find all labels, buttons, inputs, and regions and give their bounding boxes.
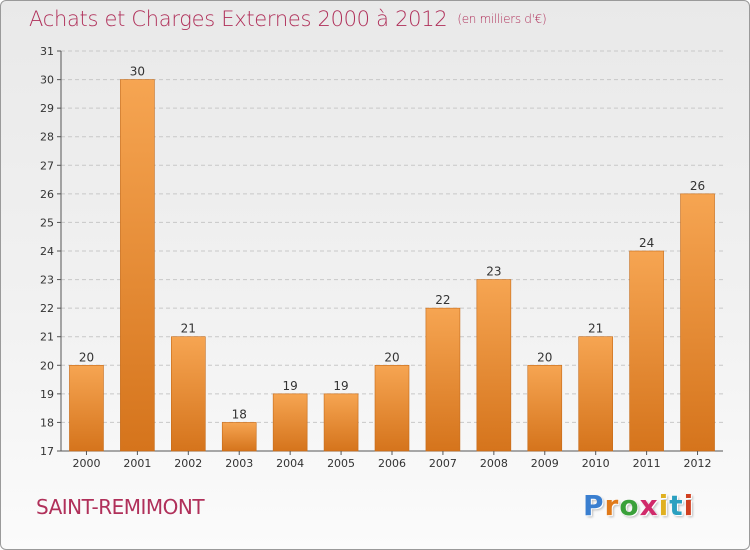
bar — [272, 393, 308, 452]
bar — [171, 336, 206, 452]
x-tick-label: 2007 — [429, 457, 457, 470]
y-tick-label: 23 — [40, 274, 54, 287]
y-tick-label: 26 — [40, 188, 54, 201]
bar-value-label: 21 — [588, 322, 603, 336]
proxiti-logo: Proxiti — [583, 489, 694, 522]
bar — [120, 79, 155, 452]
y-tick-label: 17 — [40, 445, 54, 458]
bar — [374, 364, 410, 452]
logo-letter: t — [669, 489, 684, 522]
x-tick-label: 2008 — [480, 457, 508, 470]
bar — [527, 364, 563, 452]
bar-value-label: 21 — [181, 322, 196, 336]
logo-letter: i — [683, 489, 695, 522]
y-tick-label: 29 — [40, 102, 54, 115]
y-tick-label: 24 — [40, 245, 54, 258]
bar — [425, 307, 461, 452]
x-tick-label: 2001 — [123, 457, 151, 470]
y-tick-label: 28 — [40, 131, 54, 144]
bar-value-label: 19 — [333, 379, 348, 393]
x-tick-label: 2010 — [582, 457, 610, 470]
bar — [578, 336, 613, 452]
x-tick-label: 2000 — [72, 457, 100, 470]
logo-letter: r — [604, 489, 620, 522]
x-tick-label: 2012 — [684, 457, 712, 470]
bar — [323, 393, 359, 452]
bar — [680, 193, 715, 452]
city-name: SAINT-REMIMONT — [36, 495, 205, 519]
x-tick-label: 2004 — [276, 457, 304, 470]
bar-value-label: 26 — [690, 179, 705, 193]
x-tick-label: 2002 — [174, 457, 202, 470]
bar-value-label: 20 — [537, 350, 552, 364]
bar-value-label: 19 — [283, 379, 298, 393]
y-tick-label: 21 — [40, 331, 54, 344]
x-tick-label: 2011 — [633, 457, 661, 470]
y-tick-label: 30 — [40, 74, 54, 87]
bar-value-label: 23 — [486, 265, 501, 279]
bar — [221, 422, 257, 452]
y-tick-label: 31 — [40, 45, 54, 58]
bar-value-label: 24 — [639, 236, 654, 250]
y-tick-label: 27 — [40, 159, 54, 172]
y-tick-label: 20 — [40, 359, 54, 372]
logo-letter: i — [658, 489, 670, 522]
bar — [69, 364, 104, 452]
bar — [629, 250, 664, 452]
chart-title: Achats et Charges Externes 2000 à 2012 (e… — [29, 7, 547, 31]
bar-value-label: 22 — [435, 293, 450, 307]
chart-title-text: Achats et Charges Externes 2000 à 2012 — [29, 7, 448, 31]
y-tick-label: 18 — [40, 416, 54, 429]
logo-letter: o — [619, 489, 640, 522]
bar-value-label: 20 — [79, 350, 94, 364]
x-tick-label: 2009 — [531, 457, 559, 470]
logo-letter: x — [639, 489, 659, 522]
bar-value-label: 18 — [232, 407, 247, 421]
x-tick-label: 2006 — [378, 457, 406, 470]
x-tick-label: 2003 — [225, 457, 253, 470]
logo-letter: P — [583, 489, 605, 522]
bar-value-label: 20 — [384, 350, 399, 364]
x-tick-label: 2005 — [327, 457, 355, 470]
chart-unit: (en milliers d'€) — [457, 12, 547, 26]
y-tick-label: 19 — [40, 388, 54, 401]
y-tick-label: 25 — [40, 216, 54, 229]
bar — [476, 279, 512, 452]
y-tick-label: 22 — [40, 302, 54, 315]
bar-value-label: 30 — [130, 65, 145, 79]
